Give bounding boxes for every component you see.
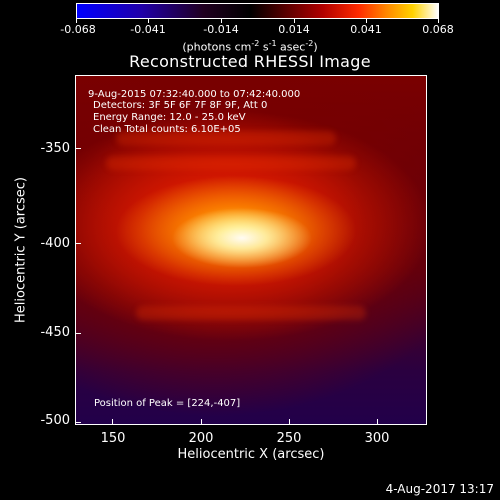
image-streak <box>106 156 356 170</box>
generation-date: 4-Aug-2017 13:17 <box>385 482 494 496</box>
y-tick-label: -400 <box>40 236 70 251</box>
time-range-annotation: 9-Aug-2015 07:32:40.000 to 07:42:40.000 <box>88 89 301 100</box>
colorbar <box>76 3 439 19</box>
x-tick <box>201 419 202 425</box>
y-tick-label: -350 <box>40 141 70 156</box>
energy-annotation: Energy Range: 12.0 - 25.0 keV <box>93 112 246 123</box>
y-tick <box>75 422 81 423</box>
x-tick <box>377 419 378 425</box>
y-tick-label: -450 <box>40 325 70 340</box>
clean-annotation: Clean Total counts: 6.10E+05 <box>93 124 241 135</box>
colorbar-units: (photons cm-2 s-1 asec-2) <box>182 39 318 54</box>
colorbar-tick <box>294 19 295 23</box>
image-streak <box>136 306 366 320</box>
y-tick <box>75 243 81 244</box>
colorbar-tick-label: -0.041 <box>130 23 166 36</box>
image-streak <box>116 131 336 145</box>
y-tick-label: -500 <box>40 413 70 428</box>
x-tick <box>289 419 290 425</box>
colorbar-tick-label: -0.014 <box>203 23 239 36</box>
rhessi-image-plot: 9-Aug-2015 07:32:40.000 to 07:42:40.000 … <box>75 75 427 425</box>
colorbar-tick <box>148 19 149 23</box>
x-tick-label: 200 <box>188 431 214 446</box>
y-tick <box>75 333 81 334</box>
x-tick-label: 300 <box>364 431 390 446</box>
colorbar-tick <box>366 19 367 23</box>
y-tick <box>75 148 81 149</box>
detectors-annotation: Detectors: 3F 5F 6F 7F 8F 9F, Att 0 <box>93 100 268 111</box>
x-tick <box>112 419 113 425</box>
colorbar-tick-label: 0.014 <box>278 23 310 36</box>
colorbar-tick-label: -0.068 <box>60 23 96 36</box>
colorbar-tick <box>221 19 222 23</box>
x-tick-label: 250 <box>276 431 302 446</box>
x-tick-label: 150 <box>100 431 126 446</box>
colorbar-tick-label: 0.068 <box>422 23 454 36</box>
image-title: Reconstructed RHESSI Image <box>129 52 371 71</box>
y-axis-title: Heliocentric Y (arcsec) <box>13 177 29 323</box>
colorbar-tick <box>76 19 77 23</box>
colorbar-tick-label: 0.041 <box>350 23 382 36</box>
colorbar-tick <box>438 19 439 23</box>
x-axis-title: Heliocentric X (arcsec) <box>177 447 325 462</box>
peak-position-annotation: Position of Peak = [224,-407] <box>94 398 241 409</box>
